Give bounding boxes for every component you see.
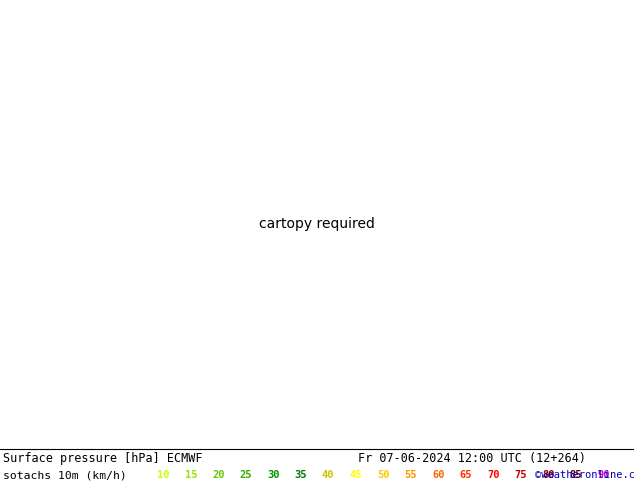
Text: 35: 35 (295, 470, 307, 480)
Text: cartopy required: cartopy required (259, 217, 375, 231)
Text: 25: 25 (240, 470, 252, 480)
Text: 60: 60 (432, 470, 444, 480)
Text: Surface pressure [hPa] ECMWF: Surface pressure [hPa] ECMWF (3, 452, 202, 466)
Text: 40: 40 (322, 470, 335, 480)
Text: 15: 15 (184, 470, 197, 480)
Text: 45: 45 (349, 470, 362, 480)
Text: ©weatheronline.co.uk: ©weatheronline.co.uk (535, 470, 634, 480)
Text: 65: 65 (460, 470, 472, 480)
Text: 80: 80 (542, 470, 555, 480)
Text: 10: 10 (157, 470, 169, 480)
Text: 75: 75 (515, 470, 527, 480)
Text: 20: 20 (212, 470, 224, 480)
Text: Fr 07-06-2024 12:00 UTC (12+264): Fr 07-06-2024 12:00 UTC (12+264) (358, 452, 586, 466)
Text: sotachs 10m (km/h): sotachs 10m (km/h) (3, 470, 127, 480)
Text: 70: 70 (487, 470, 500, 480)
Text: 90: 90 (597, 470, 609, 480)
Text: 55: 55 (404, 470, 417, 480)
Text: 50: 50 (377, 470, 389, 480)
Text: 85: 85 (569, 470, 582, 480)
Text: 30: 30 (267, 470, 280, 480)
